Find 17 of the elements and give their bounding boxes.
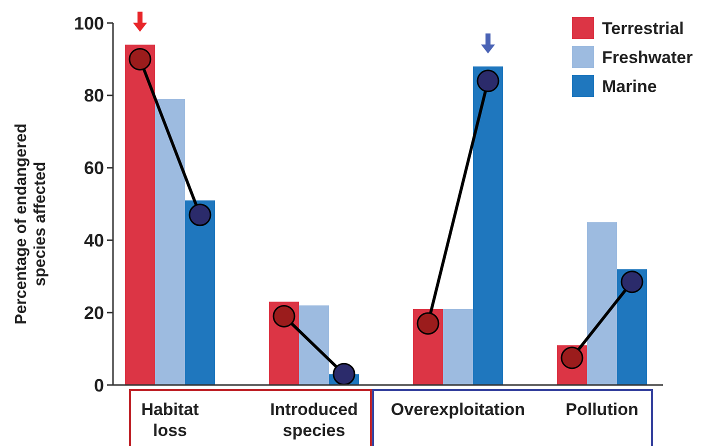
- y-tick-label: 60: [84, 158, 104, 178]
- legend-label: Freshwater: [602, 48, 694, 67]
- y-tick-label: 100: [74, 13, 104, 34]
- legend-label: Marine: [602, 76, 657, 96]
- y-tick-label: 40: [84, 230, 104, 250]
- y-tick-label: 0: [94, 375, 104, 396]
- bar: [443, 308, 473, 385]
- x-tick-label: Overexploitation: [390, 400, 526, 419]
- x-tick-label: Pollution: [566, 400, 638, 419]
- bar: [125, 44, 155, 385]
- y-tick-label: 80: [84, 86, 104, 106]
- y-axis-title: Percentage of endangered species affected: [13, 124, 49, 324]
- x-tick-label: Habitat loss: [141, 400, 200, 440]
- x-tick-label: Introduced species: [270, 400, 358, 440]
- bar: [185, 200, 215, 385]
- legend-label: Terrestrial: [602, 18, 684, 38]
- y-tick-label: 20: [84, 302, 104, 323]
